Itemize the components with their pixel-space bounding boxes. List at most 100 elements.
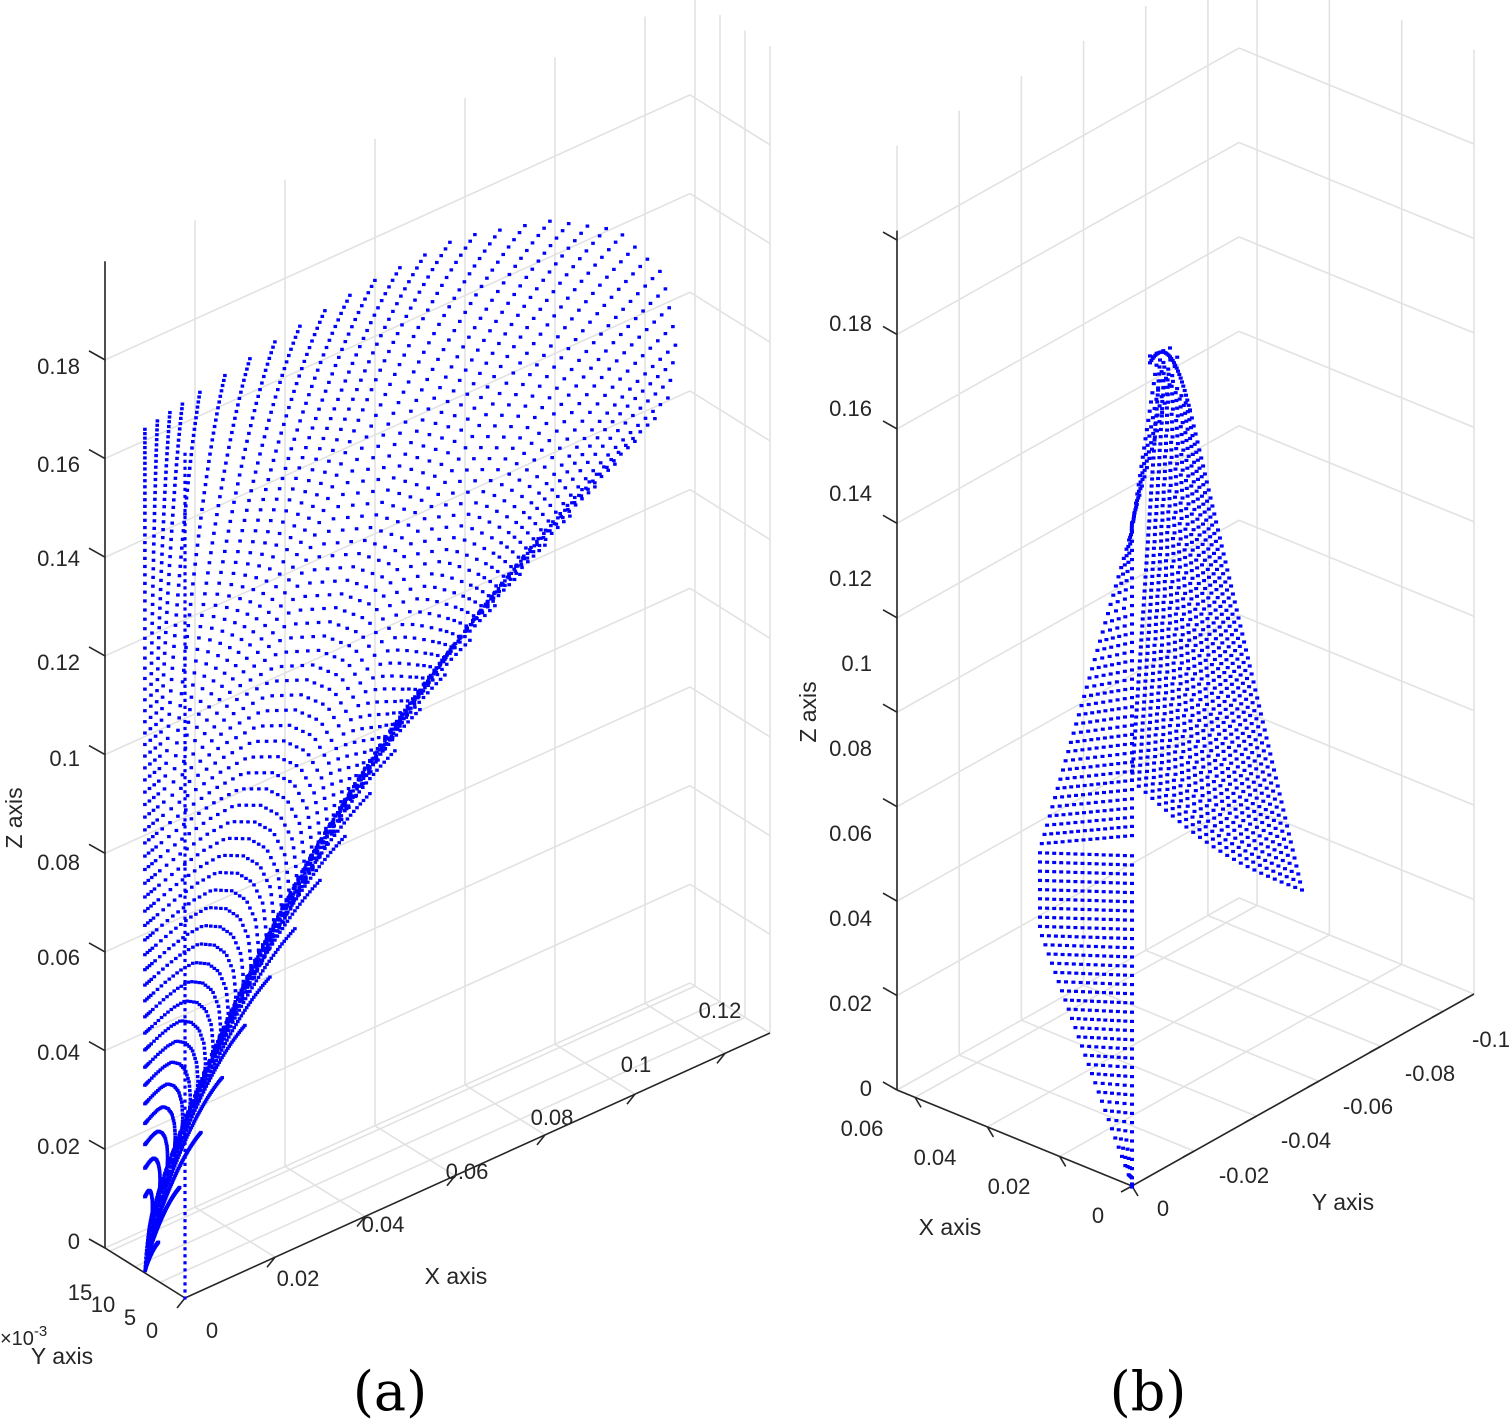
panel-a-point — [255, 687, 259, 691]
panel-a-point — [342, 821, 346, 825]
panel-b-point — [1123, 1129, 1128, 1133]
panel-b-point — [1095, 809, 1100, 813]
panel-a-x-tick-mark-3 — [446, 1175, 456, 1187]
panel-a-point — [200, 1080, 205, 1084]
panel-a-point — [463, 446, 468, 450]
panel-b-point — [1063, 759, 1068, 763]
panel-a-point — [222, 950, 226, 954]
panel-a-point — [410, 716, 414, 720]
panel-a-point — [167, 415, 172, 419]
panel-a-point — [251, 803, 256, 807]
panel-a-point — [183, 762, 187, 766]
panel-a-point — [151, 808, 156, 812]
panel-a-point — [156, 656, 160, 660]
panel-b-point — [1073, 916, 1078, 920]
panel-a-point — [600, 255, 604, 259]
panel-a-point — [285, 679, 289, 683]
panel-b-point — [1043, 943, 1048, 947]
panel-a-point — [471, 614, 476, 618]
panel-b-point — [1165, 393, 1170, 397]
panel-a-point — [395, 568, 400, 572]
panel-a-point — [143, 467, 147, 471]
panel-a-point — [179, 692, 184, 696]
panel-a-point — [371, 351, 375, 355]
panel-a-point — [222, 982, 226, 986]
panel-a-point — [474, 293, 478, 297]
panel-a-point — [407, 280, 411, 284]
panel-a-point — [225, 999, 230, 1003]
panel-b-point — [1155, 393, 1160, 397]
panel-b-point — [1046, 934, 1051, 938]
panel-b-point — [1178, 405, 1183, 409]
panel-a-point — [152, 1039, 156, 1043]
panel-a-point — [256, 975, 261, 979]
panel-a-point — [183, 1205, 187, 1209]
panel-a-point — [537, 549, 541, 553]
panel-a-point — [459, 403, 463, 407]
panel-a-point — [316, 843, 320, 847]
panel-a-point — [147, 964, 152, 968]
panel-a-point — [233, 989, 238, 993]
panel-a-point — [183, 466, 187, 470]
panel-a-point — [236, 996, 240, 1000]
panel-a-point — [272, 833, 277, 837]
panel-a-point — [440, 573, 445, 577]
panel-b-point — [1116, 1110, 1121, 1114]
panel-b-point — [1094, 746, 1099, 750]
panel-a-point — [331, 818, 336, 822]
panel-a-point — [232, 975, 236, 979]
panel-a-point — [199, 865, 203, 869]
panel-a-point — [208, 943, 212, 947]
panel-a-point — [373, 688, 378, 692]
panel-a-point — [155, 1036, 159, 1040]
panel-a-point — [171, 1041, 175, 1045]
panel-a-point — [299, 501, 304, 505]
panel-a-point — [339, 592, 344, 596]
panel-b-point — [1103, 664, 1108, 668]
panel-a-point — [152, 1227, 157, 1231]
panel-b-point — [1173, 495, 1177, 499]
panel-a-point — [206, 1081, 210, 1085]
panel-b-point — [1153, 372, 1158, 376]
panel-b-point — [1075, 811, 1080, 815]
panel-b-point — [1123, 1001, 1128, 1005]
panel-a-point — [152, 526, 156, 530]
panel-a-point — [298, 902, 302, 906]
panel-b-point — [1162, 462, 1167, 466]
panel-a-point — [151, 567, 156, 571]
panel-b-point — [1123, 807, 1128, 811]
panel-a-point — [593, 485, 597, 489]
panel-a-point — [274, 585, 278, 589]
panel-b-point — [1116, 689, 1121, 693]
panel-a-point — [149, 672, 154, 676]
panel-a-point — [213, 603, 218, 607]
panel-a-point — [420, 418, 425, 422]
panel-a-point — [564, 273, 569, 277]
panel-a-point — [425, 377, 429, 382]
panel-a-point — [189, 857, 193, 862]
panel-a-point — [490, 298, 494, 302]
panel-b-point — [1167, 489, 1172, 493]
panel-a-point — [236, 482, 240, 486]
panel-a-point — [165, 1153, 170, 1157]
panel-b-point — [1096, 999, 1101, 1004]
panel-a-point — [321, 436, 326, 441]
panel-b-point — [1184, 486, 1189, 490]
panel-a-point — [359, 778, 363, 782]
panel-a-point — [241, 972, 245, 976]
panel-a-point — [380, 500, 384, 504]
panel-a-point — [152, 542, 156, 546]
panel-a-point — [337, 841, 341, 845]
panel-a-point — [465, 392, 470, 396]
panel-b-point — [1143, 437, 1148, 441]
panel-a-point — [288, 932, 293, 936]
panel-a-point — [614, 359, 619, 363]
panel-a-point — [183, 726, 187, 731]
panel-b-point — [1094, 899, 1099, 903]
panel-b-point — [1115, 853, 1120, 857]
panel-a-point — [648, 382, 653, 386]
panel-a-point — [324, 826, 328, 830]
panel-a-point — [269, 468, 273, 472]
panel-b-point — [1115, 725, 1120, 729]
panel-b-point — [1161, 386, 1166, 390]
